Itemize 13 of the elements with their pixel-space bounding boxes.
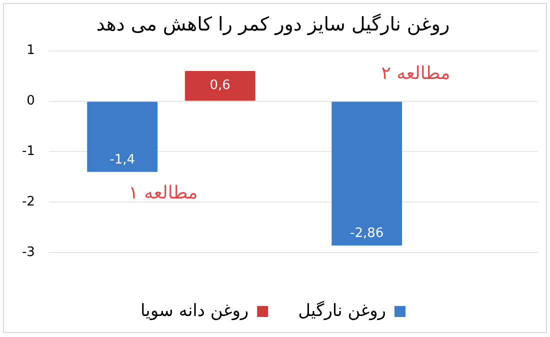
annotation: مطالعه ۲ [381,62,450,84]
y-tick-label: -2 [22,194,35,210]
annotation: مطالعه ۱ [128,182,198,204]
data-label: -1,4 [110,152,136,168]
y-tick-label: 1 [26,43,35,58]
chart-title: روغن نارگیل سایز دور کمر را کاهش می دهد [96,12,450,36]
y-tick-label: -1 [22,144,35,160]
y-tick-label: -3 [22,244,35,260]
legend-label: روغن دانه سویا [140,300,249,321]
data-label: 0,6 [210,78,230,94]
legend-label: روغن نارگیل [298,300,386,321]
data-label: -2,86 [350,226,384,241]
y-tick-label: 0 [26,94,35,109]
